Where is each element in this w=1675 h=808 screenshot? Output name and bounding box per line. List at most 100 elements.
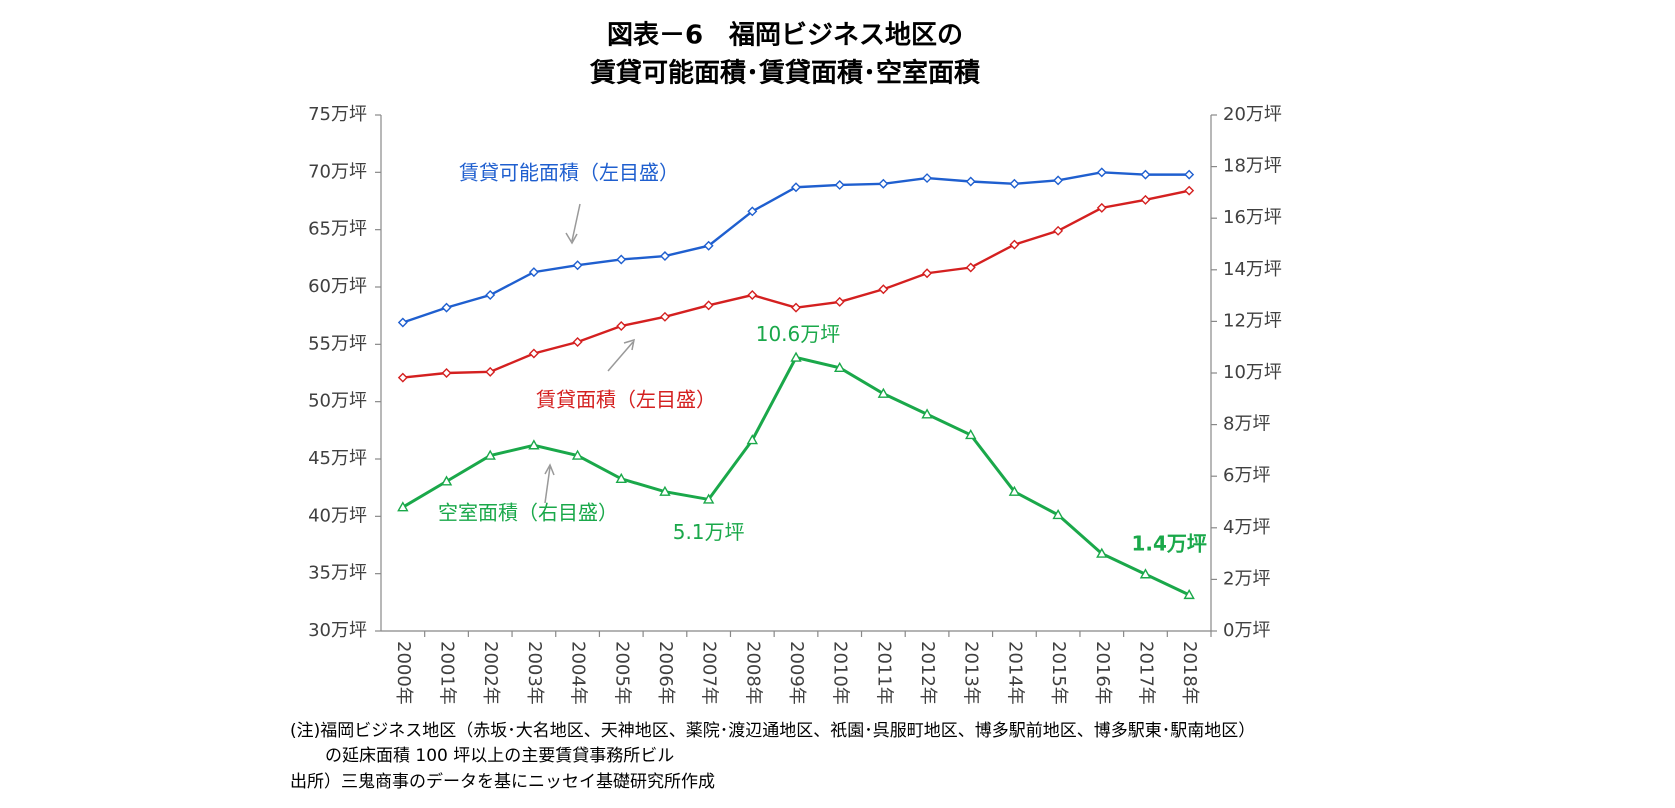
data-point bbox=[834, 179, 845, 190]
data-point bbox=[484, 449, 496, 460]
annotation-arrow bbox=[571, 203, 581, 242]
data-point bbox=[659, 311, 670, 322]
annotation-arrow bbox=[623, 338, 635, 351]
data-point bbox=[528, 439, 540, 450]
y2-tick-label: 18万坪 bbox=[1223, 156, 1282, 177]
data-point bbox=[746, 434, 759, 445]
y-tick-label: 35万坪 bbox=[308, 563, 367, 584]
data-point bbox=[528, 348, 539, 359]
x-tick-label: 2006年 bbox=[655, 641, 676, 705]
y2-tick-label: 14万坪 bbox=[1223, 259, 1282, 280]
data-point bbox=[1009, 178, 1020, 189]
x-tick-label: 2013年 bbox=[961, 641, 982, 705]
series-label: 賃貸可能面積（左目盛） bbox=[459, 161, 679, 185]
data-point bbox=[397, 501, 409, 512]
data-point bbox=[615, 472, 627, 483]
x-tick-label: 2010年 bbox=[830, 641, 851, 705]
x-tick-label: 2014年 bbox=[1004, 641, 1025, 705]
data-point bbox=[877, 387, 890, 398]
data-point bbox=[878, 178, 889, 189]
data-point bbox=[834, 296, 845, 307]
data-point bbox=[1140, 169, 1151, 180]
data-point bbox=[659, 251, 670, 262]
data-label: 10.6万坪 bbox=[756, 322, 841, 346]
series-line bbox=[402, 189, 1190, 379]
data-point bbox=[572, 337, 583, 348]
annotation-arrow bbox=[607, 341, 634, 372]
y-tick-label: 60万坪 bbox=[308, 276, 367, 297]
x-tick-label: 2007年 bbox=[699, 641, 720, 705]
note: 出所）三鬼商事のデータを基にニッセイ基礎研究所作成 bbox=[290, 771, 715, 792]
data-point bbox=[1183, 588, 1195, 600]
data-point bbox=[965, 262, 976, 273]
y2-tick-label: 20万坪 bbox=[1223, 104, 1282, 125]
y2-tick-label: 2万坪 bbox=[1223, 568, 1270, 589]
y2-tick-label: 8万坪 bbox=[1223, 414, 1270, 435]
data-point bbox=[1052, 508, 1064, 520]
data-point bbox=[703, 300, 714, 311]
y2-tick-label: 10万坪 bbox=[1223, 362, 1282, 383]
y2-tick-label: 16万坪 bbox=[1223, 207, 1282, 228]
series-line bbox=[402, 171, 1190, 324]
data-point bbox=[833, 361, 846, 373]
data-label: 1.4万坪 bbox=[1131, 531, 1206, 555]
data-point bbox=[1139, 568, 1152, 579]
x-tick-label: 2002年 bbox=[480, 641, 501, 705]
y-tick-label: 75万坪 bbox=[308, 104, 367, 125]
data-point bbox=[1008, 485, 1021, 496]
data-point bbox=[528, 267, 539, 278]
note: の延床面積 100 坪以上の主要賃貸事務所ビル bbox=[325, 746, 674, 766]
chart-title: 賃貸可能面積･賃貸面積･空室面積 bbox=[589, 58, 980, 89]
data-point bbox=[440, 475, 453, 486]
data-point bbox=[702, 493, 715, 504]
data-point bbox=[659, 485, 671, 496]
data-point bbox=[965, 428, 977, 440]
x-tick-label: 2011年 bbox=[873, 641, 894, 705]
data-point bbox=[1053, 225, 1064, 236]
y-tick-label: 45万坪 bbox=[308, 448, 367, 469]
data-point bbox=[790, 351, 802, 362]
data-point bbox=[1009, 239, 1020, 250]
series-label: 空室面積（右目盛） bbox=[438, 501, 618, 525]
y2-tick-label: 0万坪 bbox=[1223, 620, 1270, 641]
data-point bbox=[1096, 547, 1108, 558]
x-tick-label: 2004年 bbox=[568, 641, 589, 705]
x-tick-label: 2008年 bbox=[742, 641, 763, 705]
series-label: 賃貸面積（左目盛） bbox=[536, 388, 716, 412]
data-point bbox=[397, 372, 408, 383]
data-point bbox=[921, 408, 933, 419]
series-line bbox=[402, 355, 1190, 597]
x-tick-label: 2005年 bbox=[611, 641, 632, 705]
data-point bbox=[791, 182, 801, 193]
data-point bbox=[441, 368, 452, 378]
chart-title: 図表－6 福岡ビジネス地区の bbox=[607, 21, 963, 51]
x-tick-label: 2012年 bbox=[917, 641, 938, 705]
data-point bbox=[878, 284, 889, 295]
data-point bbox=[616, 254, 627, 265]
annotation-arrow bbox=[544, 463, 555, 476]
data-point bbox=[571, 449, 584, 460]
data-point bbox=[1184, 185, 1195, 196]
data-point bbox=[1184, 169, 1195, 180]
x-tick-label: 2001年 bbox=[437, 641, 458, 705]
data-point bbox=[922, 173, 933, 184]
data-point bbox=[485, 290, 496, 301]
data-point bbox=[485, 366, 496, 377]
y-tick-label: 40万坪 bbox=[308, 505, 367, 526]
x-tick-label: 2003年 bbox=[524, 641, 545, 705]
y2-tick-label: 4万坪 bbox=[1223, 517, 1270, 538]
y-tick-label: 70万坪 bbox=[308, 161, 367, 182]
note: (注)福岡ビジネス地区（赤坂･大名地区、天神地区、薬院･渡辺通地区、祇園･呉服町… bbox=[290, 721, 1255, 741]
data-label: 5.1万坪 bbox=[673, 520, 745, 544]
x-tick-label: 2017年 bbox=[1135, 641, 1156, 705]
data-point bbox=[397, 317, 408, 328]
data-point bbox=[747, 206, 758, 217]
data-point bbox=[616, 320, 627, 331]
data-point bbox=[441, 302, 452, 313]
y-tick-label: 50万坪 bbox=[308, 391, 367, 412]
data-point bbox=[965, 176, 976, 187]
annotation-arrow bbox=[544, 466, 551, 504]
y-tick-label: 30万坪 bbox=[308, 620, 367, 641]
data-point bbox=[922, 268, 933, 279]
data-point bbox=[703, 240, 714, 251]
